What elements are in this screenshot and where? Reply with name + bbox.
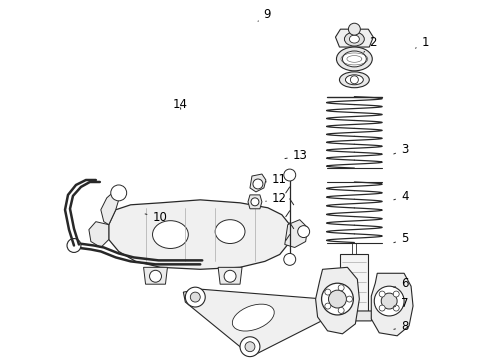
Circle shape: [325, 303, 331, 309]
Circle shape: [224, 270, 236, 282]
Circle shape: [374, 286, 404, 316]
Text: 1: 1: [416, 36, 429, 49]
Polygon shape: [218, 267, 242, 284]
Circle shape: [338, 307, 344, 313]
Circle shape: [393, 291, 399, 297]
Ellipse shape: [152, 221, 188, 248]
Text: 14: 14: [173, 99, 188, 112]
Text: 11: 11: [266, 173, 287, 186]
Circle shape: [320, 300, 339, 318]
Polygon shape: [341, 255, 368, 311]
Polygon shape: [101, 190, 122, 225]
Polygon shape: [250, 174, 266, 192]
Polygon shape: [248, 195, 262, 209]
Circle shape: [328, 290, 346, 308]
Polygon shape: [336, 29, 373, 47]
Text: 4: 4: [394, 190, 408, 203]
Ellipse shape: [340, 72, 369, 88]
Circle shape: [185, 287, 205, 307]
Ellipse shape: [343, 51, 367, 67]
Text: 2: 2: [364, 36, 377, 52]
Circle shape: [111, 185, 127, 201]
Circle shape: [251, 198, 259, 206]
Polygon shape: [371, 273, 413, 336]
Circle shape: [284, 169, 295, 181]
Text: 3: 3: [394, 143, 408, 156]
Ellipse shape: [215, 220, 245, 243]
Text: 7: 7: [394, 297, 408, 310]
Circle shape: [346, 296, 352, 302]
Circle shape: [348, 23, 360, 35]
Polygon shape: [89, 222, 109, 247]
Ellipse shape: [344, 32, 365, 46]
Circle shape: [284, 253, 295, 265]
Circle shape: [381, 293, 397, 309]
Ellipse shape: [349, 35, 359, 43]
Polygon shape: [183, 289, 338, 355]
Circle shape: [338, 285, 344, 291]
Circle shape: [240, 337, 260, 357]
Text: 5: 5: [394, 233, 408, 246]
Circle shape: [325, 289, 331, 295]
Polygon shape: [336, 311, 373, 321]
Circle shape: [149, 270, 162, 282]
Polygon shape: [144, 267, 168, 284]
Ellipse shape: [232, 304, 274, 331]
Circle shape: [393, 305, 399, 311]
Circle shape: [350, 76, 358, 84]
Text: 6: 6: [394, 277, 408, 290]
Circle shape: [379, 291, 385, 297]
Ellipse shape: [337, 47, 372, 71]
Circle shape: [67, 239, 81, 252]
Polygon shape: [316, 267, 359, 334]
Text: 10: 10: [145, 211, 167, 224]
Ellipse shape: [345, 75, 363, 85]
Text: 12: 12: [266, 192, 287, 205]
Circle shape: [190, 292, 200, 302]
Polygon shape: [285, 220, 308, 247]
Circle shape: [321, 283, 353, 315]
Circle shape: [253, 179, 263, 189]
Polygon shape: [109, 200, 290, 269]
Circle shape: [298, 226, 310, 238]
Text: 13: 13: [285, 149, 308, 162]
Circle shape: [379, 305, 385, 311]
Circle shape: [245, 342, 255, 352]
Text: 8: 8: [394, 320, 408, 333]
Text: 9: 9: [258, 9, 271, 22]
